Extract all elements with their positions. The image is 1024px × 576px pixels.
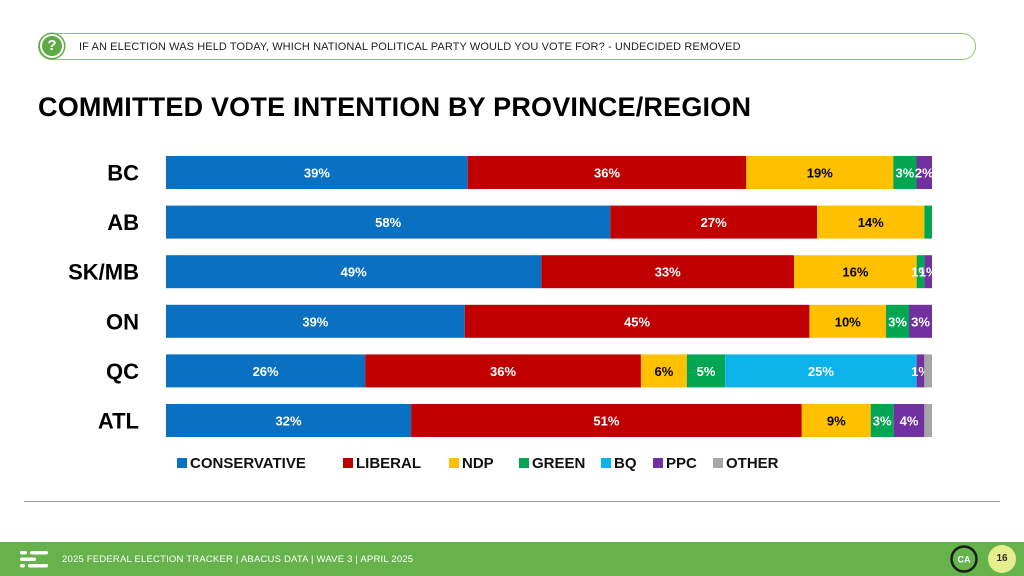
abacus-bars-icon <box>20 551 48 568</box>
category-label: ATL <box>98 409 139 434</box>
bar-segment <box>467 156 747 189</box>
bar-segment <box>166 255 542 289</box>
legend-label: LIBERAL <box>356 455 421 472</box>
data-label: 39% <box>304 166 330 181</box>
data-label: 26% <box>253 364 279 379</box>
legend-label: PPC <box>666 455 697 472</box>
legend-swatch <box>449 458 459 468</box>
bar-segment <box>924 354 932 388</box>
bar-segment <box>893 404 925 437</box>
data-label: 25% <box>808 364 834 379</box>
data-label: 2% <box>915 166 934 181</box>
data-label: 14% <box>858 215 884 230</box>
legend-swatch <box>713 458 723 468</box>
brand-logo: CA <box>950 545 978 573</box>
data-label: 6% <box>655 364 674 379</box>
data-label: 1% <box>919 265 938 280</box>
data-label: 4% <box>900 414 919 429</box>
bar-segment <box>924 255 932 289</box>
data-label: 49% <box>341 265 367 280</box>
question-text: IF AN ELECTION WAS HELD TODAY, WHICH NAT… <box>79 41 741 53</box>
bar-segment <box>916 354 925 388</box>
data-label: 33% <box>655 265 681 280</box>
bar-segment <box>610 205 818 239</box>
data-label: 51% <box>593 414 619 429</box>
bar-segment <box>916 255 925 289</box>
data-label: 27% <box>701 215 727 230</box>
category-label: AB <box>107 210 139 235</box>
bar-segment <box>870 404 894 437</box>
page-title: COMMITTED VOTE INTENTION BY PROVINCE/REG… <box>38 92 752 122</box>
data-label: 3% <box>888 314 907 329</box>
legend-swatch <box>177 458 187 468</box>
legend-swatch <box>653 458 663 468</box>
page-number: 16 <box>988 545 1016 573</box>
bar-segment <box>166 304 465 338</box>
brand-mark: CA <box>958 555 971 565</box>
category-label: SK/MB <box>68 260 139 285</box>
bar-segment <box>166 354 366 388</box>
bar-segment <box>746 156 894 189</box>
bar-segment <box>411 404 802 437</box>
bar-segment <box>166 404 412 437</box>
footer-text: 2025 FEDERAL ELECTION TRACKER | ABACUS D… <box>62 554 414 565</box>
bar-segment <box>916 156 932 189</box>
stacked-bar-chart: BC 39% 36% 19% 3% 2%AB 58% 27% 14%SK/MB 49% 33% 16%… <box>68 156 938 472</box>
data-label: 3% <box>896 166 915 181</box>
data-label: 36% <box>490 364 516 379</box>
bar-segment <box>801 404 871 437</box>
bar-segment <box>365 354 641 388</box>
bar-segment <box>464 304 810 338</box>
divider <box>24 501 1000 502</box>
data-label: 39% <box>302 314 328 329</box>
data-label: 5% <box>697 364 716 379</box>
data-label: 58% <box>375 215 401 230</box>
bar-segment <box>640 354 687 388</box>
bar-segment <box>686 354 726 388</box>
question-mark-icon: ? <box>40 34 64 58</box>
bar-segment <box>166 156 468 189</box>
bar-segment <box>166 205 611 239</box>
category-label: BC <box>107 161 139 186</box>
legend-label: GREEN <box>532 455 585 472</box>
category-label: ON <box>106 309 139 334</box>
data-label: 9% <box>827 414 846 429</box>
bar-segment <box>924 205 932 239</box>
legend-label: BQ <box>614 455 637 472</box>
bar-segment <box>794 255 917 289</box>
legend-label: OTHER <box>726 455 779 472</box>
legend-label: CONSERVATIVE <box>190 455 306 472</box>
data-label: 19% <box>807 166 833 181</box>
bar-segment <box>886 304 910 338</box>
bar-segment <box>924 404 932 437</box>
bar-segment <box>909 304 932 338</box>
legend-swatch <box>519 458 529 468</box>
legend-label: NDP <box>462 455 494 472</box>
category-label: QC <box>106 359 139 384</box>
bar-segment <box>541 255 795 289</box>
bar-segment <box>809 304 887 338</box>
bar-segment <box>817 205 925 239</box>
data-label: 45% <box>624 314 650 329</box>
data-label: 16% <box>842 265 868 280</box>
data-label: 3% <box>873 414 892 429</box>
data-label: 3% <box>911 314 930 329</box>
question-banner: ? IF AN ELECTION WAS HELD TODAY, WHICH N… <box>38 33 976 60</box>
legend-swatch <box>343 458 353 468</box>
bar-segment <box>725 354 917 388</box>
footer: 2025 FEDERAL ELECTION TRACKER | ABACUS D… <box>0 542 1024 576</box>
legend-swatch <box>601 458 611 468</box>
data-label: 36% <box>594 166 620 181</box>
bar-segment <box>893 156 917 189</box>
data-label: 10% <box>835 314 861 329</box>
data-label: 32% <box>276 414 302 429</box>
